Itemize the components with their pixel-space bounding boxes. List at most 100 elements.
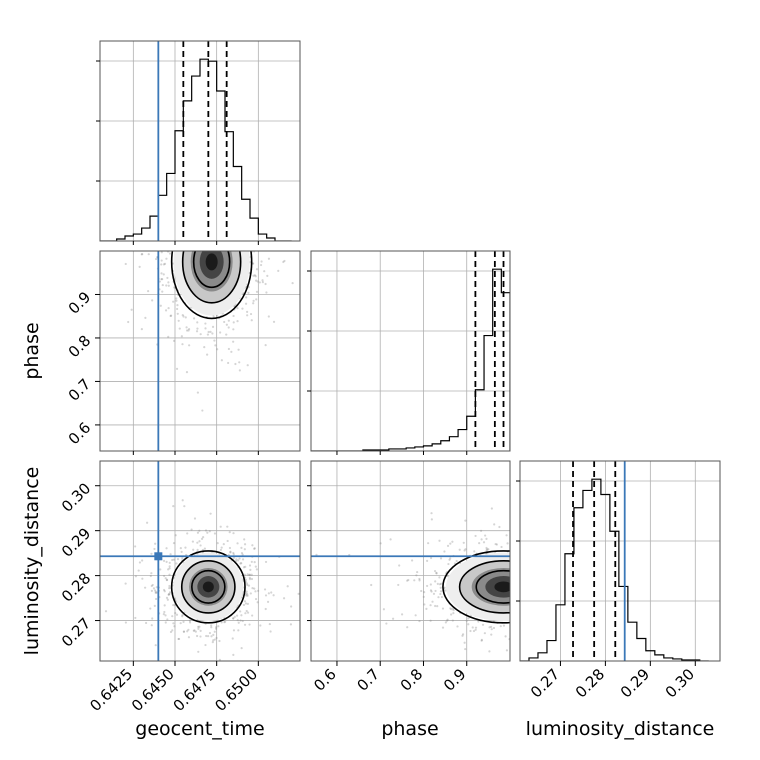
sample-point — [518, 574, 520, 576]
sample-point — [197, 627, 200, 630]
sample-point — [518, 574, 520, 576]
sample-point — [229, 551, 232, 554]
sample-point — [515, 609, 517, 611]
sample-point — [246, 241, 248, 243]
sample-point — [518, 648, 520, 650]
sample-point — [218, 241, 220, 243]
sample-point — [192, 241, 194, 243]
contour-geocent-time-vs-luminosity-distance-1 — [180, 559, 236, 614]
sample-point — [243, 600, 247, 603]
sample-point — [247, 584, 251, 587]
sample-point — [518, 618, 520, 620]
sample-point — [171, 629, 174, 632]
sample-point — [193, 517, 197, 520]
sample-point — [196, 391, 199, 394]
sample-point — [179, 547, 182, 550]
sample-point — [228, 241, 230, 243]
sample-point — [518, 593, 520, 595]
sample-point — [144, 586, 147, 589]
sample-point — [449, 607, 452, 610]
sample-point — [518, 595, 520, 597]
sample-point — [206, 241, 208, 243]
sample-point — [166, 598, 169, 601]
sample-point — [249, 241, 251, 243]
sample-point — [207, 635, 210, 638]
sample-point — [184, 241, 186, 243]
sample-point — [209, 241, 211, 243]
sample-point — [195, 241, 197, 243]
sample-point — [518, 606, 520, 608]
sample-point — [164, 577, 167, 580]
sample-point — [227, 319, 230, 322]
sample-point — [518, 616, 520, 618]
sample-point — [175, 299, 178, 302]
sample-point — [518, 586, 520, 588]
sample-point — [518, 583, 520, 585]
sample-point — [490, 693, 492, 695]
sample-point — [235, 241, 237, 243]
sample-point — [203, 241, 205, 243]
sample-point — [518, 601, 520, 603]
sample-point — [518, 615, 520, 617]
sample-point — [518, 609, 520, 611]
sample-point — [263, 588, 267, 591]
sample-point — [518, 567, 520, 569]
sample-point — [513, 608, 515, 610]
sample-point — [198, 241, 200, 243]
sample-point — [407, 578, 410, 582]
sample-point — [197, 625, 200, 628]
sample-point — [518, 613, 520, 615]
sample-point — [504, 635, 507, 638]
sample-point — [201, 241, 203, 243]
sample-point — [254, 597, 258, 601]
sample-point — [518, 603, 520, 605]
sample-point — [202, 536, 205, 539]
sample-point — [232, 653, 235, 657]
sample-point — [418, 577, 421, 581]
sample-point — [167, 281, 170, 284]
ylabel-phase: phase — [21, 322, 43, 379]
sample-point — [232, 340, 235, 343]
sample-point — [164, 309, 168, 312]
sample-point — [242, 242, 244, 244]
sample-point — [232, 617, 235, 620]
sample-point — [444, 621, 447, 624]
sample-point — [518, 570, 520, 572]
sample-point — [518, 584, 520, 586]
sample-point — [182, 630, 185, 633]
sample-point — [518, 613, 520, 615]
sample-point — [429, 619, 432, 622]
sample-point — [231, 637, 234, 640]
sample-point — [231, 241, 233, 243]
sample-point — [209, 241, 211, 243]
sample-point — [218, 658, 221, 661]
sample-point — [208, 631, 212, 635]
sample-point — [233, 242, 235, 244]
sample-point — [221, 241, 223, 243]
sample-point — [518, 588, 520, 590]
sample-point — [241, 619, 244, 623]
sample-point — [162, 588, 166, 592]
sample-point — [150, 589, 153, 592]
sample-point — [176, 307, 179, 311]
sample-point — [518, 576, 520, 578]
sample-point — [518, 560, 520, 562]
sample-point — [518, 625, 520, 627]
sample-point — [211, 241, 213, 243]
sample-point — [269, 630, 272, 633]
sample-point — [177, 241, 179, 243]
sample-point — [154, 644, 157, 647]
sample-point — [518, 572, 520, 574]
sample-point — [518, 590, 520, 592]
sample-point — [243, 548, 246, 551]
sample-point — [485, 546, 488, 550]
sample-point — [505, 534, 508, 537]
sample-point — [518, 573, 520, 575]
sample-point — [188, 241, 190, 243]
sample-point — [518, 597, 520, 599]
sample-point — [172, 241, 174, 243]
sample-point — [206, 241, 208, 243]
sample-point — [186, 242, 188, 244]
sample-point — [173, 286, 176, 289]
sample-point — [221, 245, 223, 247]
